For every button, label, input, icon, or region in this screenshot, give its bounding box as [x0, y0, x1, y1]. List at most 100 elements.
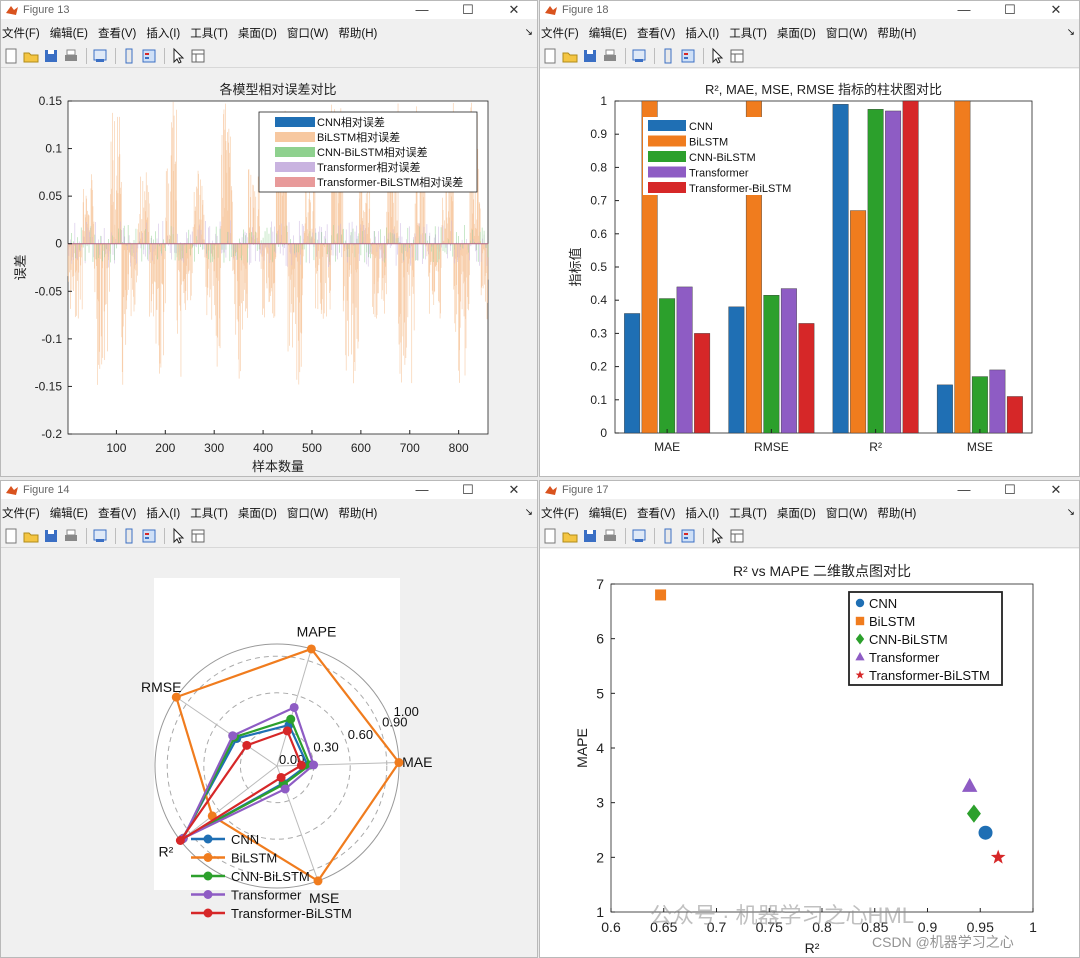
dock-arrow-icon[interactable]: ↘: [524, 507, 533, 518]
bar-cnn-bilstm: [867, 109, 884, 434]
menubar: 文件(F) 编辑(E) 查看(V) 插入(I) 工具(T) 桌面(D) 窗口(W) 帮助(H)…: [540, 503, 1079, 523]
link-plot-icon[interactable]: [91, 527, 109, 545]
open-folder-icon[interactable]: [22, 47, 40, 65]
menu-item[interactable]: 查看(V): [98, 28, 137, 40]
menu-item[interactable]: 窗口(W): [286, 28, 329, 40]
property-editor-icon[interactable]: [728, 527, 746, 545]
maximize-button[interactable]: ☐: [462, 2, 474, 17]
menu-item[interactable]: 插入(I): [685, 28, 720, 40]
y-tick-label: -0.2: [41, 427, 62, 441]
save-icon[interactable]: [581, 527, 599, 545]
pointer-icon[interactable]: [169, 527, 187, 545]
menu-item[interactable]: 桌面(D): [776, 28, 816, 40]
menu-item[interactable]: 工具(T): [729, 508, 767, 520]
minimize-button[interactable]: —: [957, 2, 971, 17]
menu-item[interactable]: 查看(V): [637, 28, 676, 40]
close-button[interactable]: ✕: [1050, 482, 1062, 497]
link-plot-icon[interactable]: [630, 47, 648, 65]
menu-item[interactable]: 编辑(E): [49, 28, 89, 40]
new-file-icon[interactable]: [541, 47, 559, 65]
menu-item[interactable]: 帮助(H): [338, 28, 378, 40]
open-folder-icon[interactable]: [561, 527, 579, 545]
property-editor-icon[interactable]: [189, 527, 207, 545]
colorbar-icon[interactable]: [120, 527, 138, 545]
menu-item[interactable]: 工具(T): [190, 28, 228, 40]
legend-swatch: [648, 135, 686, 147]
link-plot-icon[interactable]: [91, 47, 109, 65]
print-icon[interactable]: [62, 527, 80, 545]
new-file-icon[interactable]: [2, 47, 20, 65]
menu-item[interactable]: 编辑(E): [49, 508, 89, 520]
menu-item[interactable]: 桌面(D): [237, 28, 277, 40]
legend-icon[interactable]: [679, 527, 697, 545]
close-button[interactable]: ✕: [508, 2, 520, 17]
dock-arrow-icon[interactable]: ↘: [1066, 507, 1075, 518]
menu-item[interactable]: 插入(I): [685, 508, 720, 520]
legend-icon[interactable]: [140, 47, 158, 65]
open-folder-icon[interactable]: [22, 527, 40, 545]
dock-arrow-icon[interactable]: ↘: [1066, 27, 1075, 38]
close-button[interactable]: ✕: [508, 482, 520, 497]
radar-marker: [276, 772, 286, 782]
menu-item[interactable]: 编辑(E): [588, 508, 628, 520]
menu-item[interactable]: 文件(F): [541, 508, 579, 520]
window-titlebar[interactable]: Figure 17 — ☐ ✕: [540, 481, 1079, 499]
menu-item[interactable]: 帮助(H): [338, 508, 378, 520]
maximize-button[interactable]: ☐: [1004, 2, 1016, 17]
menu-item[interactable]: 窗口(W): [825, 28, 868, 40]
pointer-icon[interactable]: [708, 527, 726, 545]
menu-item[interactable]: 插入(I): [146, 28, 181, 40]
print-icon[interactable]: [62, 47, 80, 65]
menu-item[interactable]: 查看(V): [98, 508, 137, 520]
property-editor-icon[interactable]: [728, 47, 746, 65]
legend-icon[interactable]: [140, 527, 158, 545]
dock-arrow-icon[interactable]: ↘: [524, 27, 533, 38]
new-file-icon[interactable]: [2, 527, 20, 545]
menu-item[interactable]: 工具(T): [729, 28, 767, 40]
link-plot-icon[interactable]: [630, 527, 648, 545]
window-titlebar[interactable]: Figure 18 — ☐ ✕: [540, 1, 1079, 19]
radar-axis-label: MAE: [402, 754, 432, 770]
window-titlebar[interactable]: Figure 14 — ☐ ✕: [1, 481, 537, 499]
watermark-wechat: 公众号 · 机器学习之心HML: [650, 903, 915, 928]
maximize-button[interactable]: ☐: [462, 482, 474, 497]
menu-item[interactable]: 编辑(E): [588, 28, 628, 40]
menu-item[interactable]: 帮助(H): [877, 508, 917, 520]
property-editor-icon[interactable]: [189, 47, 207, 65]
x-tick-label: RMSE: [754, 440, 789, 454]
save-icon[interactable]: [581, 47, 599, 65]
window-titlebar[interactable]: Figure 13 — ☐ ✕: [1, 1, 537, 19]
figure18-window: Figure 18 — ☐ ✕ 文件(F) 编辑(E) 查看(V) 插入(I) 工具(T…: [539, 0, 1080, 477]
open-folder-icon[interactable]: [561, 47, 579, 65]
save-icon[interactable]: [42, 47, 60, 65]
menu-item[interactable]: 查看(V): [637, 508, 676, 520]
colorbar-icon[interactable]: [659, 527, 677, 545]
menu-item[interactable]: 工具(T): [190, 508, 228, 520]
pointer-icon[interactable]: [169, 47, 187, 65]
colorbar-icon[interactable]: [659, 47, 677, 65]
save-icon[interactable]: [42, 527, 60, 545]
minimize-button[interactable]: —: [415, 2, 429, 17]
menu-item[interactable]: 桌面(D): [776, 508, 816, 520]
menu-item[interactable]: 窗口(W): [825, 508, 868, 520]
pointer-icon[interactable]: [708, 47, 726, 65]
print-icon[interactable]: [601, 47, 619, 65]
menu-item[interactable]: 插入(I): [146, 508, 181, 520]
menu-item[interactable]: 桌面(D): [237, 508, 277, 520]
menu-item[interactable]: 文件(F): [541, 28, 579, 40]
y-tick-label: 0.7: [590, 194, 607, 208]
menu-item[interactable]: 帮助(H): [877, 28, 917, 40]
legend-label: CNN-BiLSTM相对误差: [317, 145, 428, 159]
colorbar-icon[interactable]: [120, 47, 138, 65]
legend-icon[interactable]: [679, 47, 697, 65]
menu-item[interactable]: 文件(F): [2, 28, 40, 40]
menu-item[interactable]: 文件(F): [2, 508, 40, 520]
print-icon[interactable]: [601, 527, 619, 545]
menu-item[interactable]: 窗口(W): [286, 508, 329, 520]
new-file-icon[interactable]: [541, 527, 559, 545]
minimize-button[interactable]: —: [957, 482, 971, 497]
close-button[interactable]: ✕: [1050, 2, 1062, 17]
maximize-button[interactable]: ☐: [1004, 482, 1016, 497]
minimize-button[interactable]: —: [415, 482, 429, 497]
legend-marker: [203, 908, 213, 918]
